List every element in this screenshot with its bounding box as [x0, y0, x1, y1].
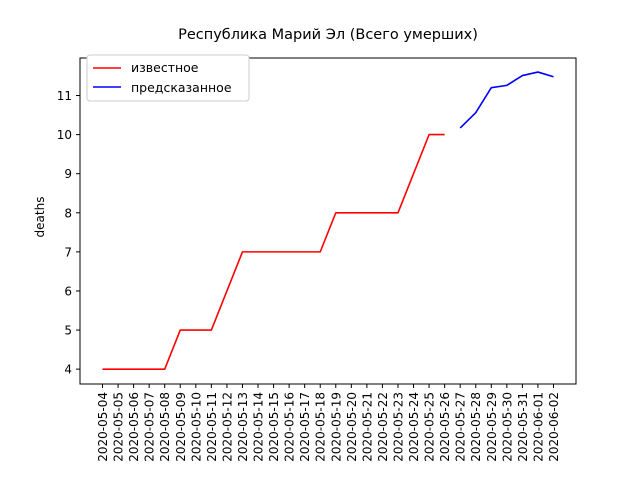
legend: известное предсказанное [86, 54, 250, 102]
series-line-predicted [459, 71, 554, 129]
x-tick-label: 2020-05-07 [143, 392, 157, 462]
x-tick-label: 2020-05-14 [252, 392, 266, 462]
x-tick-label: 2020-05-30 [500, 392, 514, 462]
x-tick-label: 2020-05-11 [205, 392, 219, 462]
y-tick-label: 10 [57, 128, 72, 142]
y-tick-label: 9 [64, 167, 72, 181]
y-tick-label: 7 [64, 245, 72, 259]
x-tick-label: 2020-05-21 [360, 392, 374, 462]
x-tick-label: 2020-05-12 [220, 392, 234, 462]
legend-label-predicted: предсказанное [131, 80, 232, 95]
x-tick-label: 2020-05-13 [236, 392, 250, 462]
x-tick-label: 2020-05-23 [391, 392, 405, 462]
series-lines [102, 71, 554, 370]
x-tick-label: 2020-05-16 [283, 392, 297, 462]
axis-ticks: 4 5 6 7 8 9 10 11 2020-05-04 2020-05-05 2020-05-06… [57, 89, 561, 462]
x-tick-label: 2020-05-20 [345, 392, 359, 462]
x-tick-label: 2020-05-24 [407, 392, 421, 462]
x-tick-label: 2020-06-01 [531, 392, 545, 462]
x-tick-label: 2020-05-06 [127, 392, 141, 462]
chart-title: Республика Марий Эл (Всего умерших) [178, 27, 478, 43]
x-tick-label: 2020-05-19 [329, 392, 343, 462]
y-axis-label: deaths [33, 197, 47, 238]
y-tick-label: 6 [64, 284, 72, 298]
x-tick-label: 2020-05-29 [485, 392, 499, 462]
x-tick-label: 2020-05-08 [158, 392, 172, 462]
x-tick-label: 2020-05-18 [314, 392, 328, 462]
x-tick-label: 2020-05-27 [454, 392, 468, 462]
y-tick-label: 11 [57, 89, 72, 103]
x-tick-label: 2020-06-02 [547, 392, 561, 462]
x-tick-label: 2020-05-31 [516, 392, 530, 462]
series-line-known [102, 133, 445, 370]
x-tick-label: 2020-05-28 [469, 392, 483, 462]
x-tick-label: 2020-05-10 [189, 392, 203, 462]
x-tick-label: 2020-05-09 [174, 392, 188, 462]
legend-label-known: известное [131, 60, 199, 75]
x-tick-label: 2020-05-26 [438, 392, 452, 462]
legend-box [86, 54, 250, 102]
x-tick-label: 2020-05-04 [96, 392, 110, 462]
x-tick-label: 2020-05-05 [112, 392, 126, 462]
x-tick-label: 2020-05-22 [376, 392, 390, 462]
y-tick-label: 5 [64, 324, 72, 338]
y-tick-label: 4 [64, 363, 72, 377]
plot-frame [79, 57, 577, 385]
x-tick-label: 2020-05-17 [298, 392, 312, 462]
x-tick-label: 2020-05-25 [423, 392, 437, 462]
y-tick-label: 8 [64, 206, 72, 220]
x-tick-label: 2020-05-15 [267, 392, 281, 462]
plot-area [79, 57, 577, 385]
